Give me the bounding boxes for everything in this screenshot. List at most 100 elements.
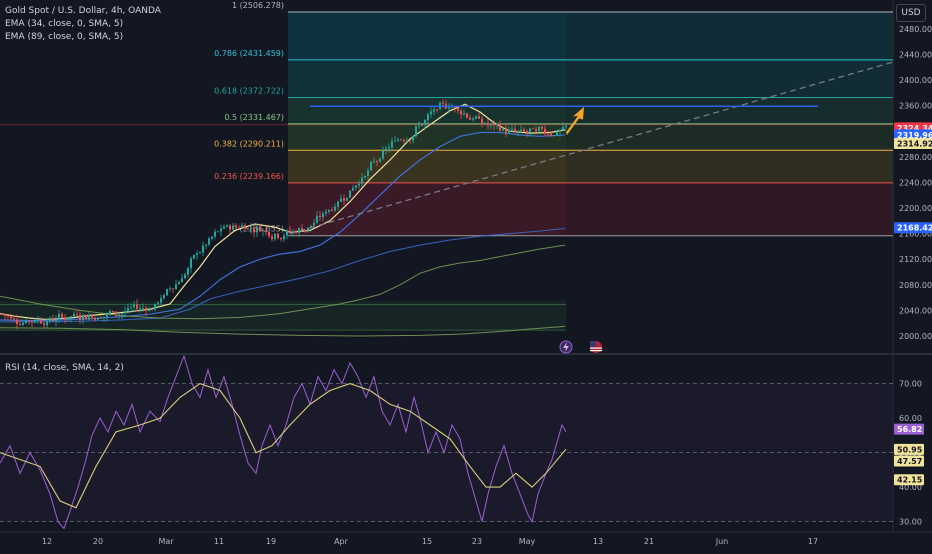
- price-label-box: [894, 129, 932, 141]
- fib-zone: [288, 150, 893, 183]
- fib-zone: [288, 182, 893, 236]
- candle-body: [457, 108, 459, 111]
- candle-body: [223, 226, 225, 229]
- price-label-text: 2324.340: [897, 124, 932, 133]
- candle-body: [250, 227, 252, 230]
- price-tick-label: 2360.00: [899, 102, 932, 111]
- range-box-bottom: [0, 329, 566, 331]
- candle-body: [166, 289, 168, 296]
- candle-body: [181, 278, 183, 283]
- trend-line[interactable]: [289, 61, 894, 235]
- fib-level-label: 0.618 (2372.722): [214, 86, 284, 95]
- rsi-legend[interactable]: RSI (14, close, SMA, 14, 2): [5, 363, 124, 373]
- candle-body: [4, 314, 6, 316]
- candle-body: [211, 236, 213, 239]
- range-box-top: [0, 304, 566, 305]
- candle-body: [34, 320, 36, 323]
- candle-body: [73, 313, 75, 317]
- candle-body: [244, 225, 246, 229]
- candle-body: [463, 113, 465, 115]
- candle-body: [205, 244, 207, 246]
- candle-body: [289, 230, 291, 233]
- candle-body: [454, 107, 456, 109]
- candle-body: [334, 206, 336, 211]
- candle-body: [520, 129, 522, 131]
- candle-body: [109, 311, 111, 314]
- price-tick-label: 2400.00: [899, 76, 932, 85]
- candle-body: [535, 128, 537, 132]
- rsi-label-box: [894, 443, 924, 455]
- candle-body: [262, 230, 264, 232]
- candle-body: [118, 314, 120, 316]
- price-tick-label: 2440.00: [899, 50, 932, 59]
- rsi-label-text: 50.95: [897, 445, 923, 454]
- candle-body: [529, 128, 531, 133]
- event-icons[interactable]: [559, 340, 602, 354]
- rsi-label-text: 56.82: [897, 425, 922, 434]
- candle-body: [526, 131, 528, 133]
- time-axis[interactable]: 12 20 Mar 11 19 Apr 15 23 May 13 21 Jun 17: [42, 537, 818, 546]
- candle-body: [436, 109, 438, 111]
- candle-body: [97, 317, 99, 320]
- candle-body: [547, 133, 549, 135]
- candle-body: [322, 213, 324, 218]
- candle-body: [523, 129, 525, 132]
- us-flag-icon-stripe: [590, 347, 602, 349]
- us-flag-icon-stripe: [590, 350, 602, 352]
- candle-body: [169, 288, 171, 290]
- candle-body: [79, 314, 81, 321]
- candle-body: [16, 319, 18, 325]
- us-flag-icon-canton: [590, 341, 596, 347]
- price-tick-label: 2000.00: [899, 332, 932, 341]
- rsi-label-box: [894, 474, 924, 486]
- candle-body: [379, 158, 381, 162]
- candle-body: [400, 139, 402, 141]
- candle-body: [403, 139, 405, 142]
- candle-body: [187, 267, 189, 275]
- rsi-tick-label: 60.00: [899, 414, 922, 423]
- candle-body: [517, 130, 519, 132]
- candle-body: [139, 308, 141, 309]
- arrow-up-icon[interactable]: [566, 106, 584, 136]
- candle-body: [562, 126, 564, 130]
- candle-body: [451, 107, 453, 108]
- candle-body: [112, 311, 114, 312]
- price-axis[interactable]: 2000.00 2040.00 2080.00 2120.00 2160.00 2200.…: [894, 25, 932, 527]
- symbol-title[interactable]: Gold Spot / U.S. Dollar, 4h, OANDA: [5, 6, 161, 16]
- candle-body: [268, 231, 270, 237]
- rsi-tick-label: 70.00: [899, 380, 922, 389]
- fib-level-label: 0.382 (2290.211): [214, 139, 284, 148]
- ema-89-legend[interactable]: EMA (89, close, 0, SMA, 5): [5, 32, 124, 42]
- candle-body: [88, 315, 90, 320]
- candle-body: [412, 136, 414, 141]
- candle-body: [406, 140, 408, 142]
- candle-body: [277, 233, 279, 238]
- candle-body: [94, 317, 96, 320]
- candle-body: [409, 140, 411, 142]
- candle-body: [370, 161, 372, 171]
- lightning-icon[interactable]: [559, 340, 573, 354]
- rsi-tick-label: 30.00: [899, 518, 922, 527]
- candle-body: [559, 129, 561, 132]
- candle-body: [283, 235, 285, 240]
- price-tick-label: 2120.00: [899, 255, 932, 264]
- candle-body: [136, 304, 138, 309]
- candle-body: [28, 320, 30, 322]
- time-tick-label: 12: [42, 537, 52, 546]
- candle-body: [61, 313, 63, 318]
- candle-body: [373, 161, 375, 162]
- fib-zone: [288, 97, 893, 124]
- candle-body: [142, 307, 144, 309]
- candle-body: [448, 107, 450, 109]
- candle-body: [76, 313, 78, 315]
- drawings[interactable]: [0, 61, 894, 235]
- candle-body: [151, 309, 153, 311]
- us-flag-icon[interactable]: [590, 341, 602, 353]
- price-tick-label: 2280.00: [899, 153, 932, 162]
- candle-body: [424, 120, 426, 125]
- candle-body: [49, 318, 51, 322]
- ema-34-legend[interactable]: EMA (34, close, 0, SMA, 5): [5, 19, 124, 29]
- currency-button[interactable]: USD: [896, 4, 926, 22]
- moving-average-line: [0, 244, 566, 320]
